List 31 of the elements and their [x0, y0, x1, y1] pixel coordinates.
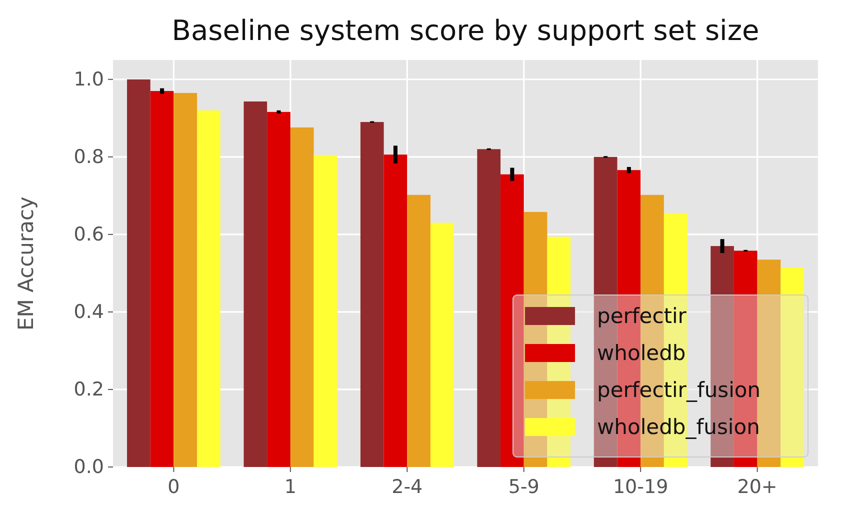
y-tick-label: 0.2 — [74, 378, 104, 400]
bar — [290, 127, 314, 467]
bar — [360, 122, 384, 467]
legend-label: perfectir — [597, 304, 687, 328]
x-tick-label: 5-9 — [508, 476, 540, 498]
y-tick-label: 1.0 — [74, 68, 104, 90]
bar — [384, 154, 408, 467]
x-tick-label: 20+ — [737, 476, 778, 498]
legend-label: wholedb — [597, 341, 686, 365]
bar — [407, 194, 430, 467]
bar — [174, 92, 198, 467]
chart-title: Baseline system score by support set size — [172, 14, 760, 47]
y-tick-label: 0.4 — [74, 300, 104, 323]
x-tick-label: 0 — [168, 476, 180, 498]
bar — [780, 267, 804, 467]
bar — [150, 91, 174, 467]
y-axis-title: EM Accuracy — [14, 196, 38, 330]
x-tick-label: 1 — [284, 476, 296, 498]
x-tick-label: 2-4 — [392, 476, 423, 498]
y-tick-label: 0.6 — [74, 223, 104, 246]
bar — [314, 154, 338, 467]
bar — [127, 79, 150, 467]
x-tick-label: 10-19 — [612, 476, 668, 498]
bar — [477, 149, 501, 467]
bar — [244, 101, 268, 467]
bar — [430, 222, 454, 467]
y-tick-label: 0.0 — [74, 456, 104, 478]
y-tick-label: 0.8 — [74, 146, 104, 168]
bar — [267, 112, 290, 467]
bar — [197, 110, 220, 467]
bar — [757, 260, 781, 467]
